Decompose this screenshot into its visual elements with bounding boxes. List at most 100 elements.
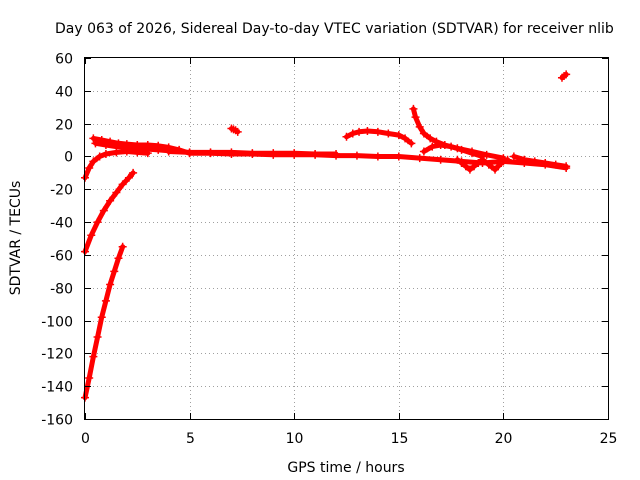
data-point-marker — [428, 142, 437, 151]
x-tick-label: 20 — [495, 431, 513, 447]
data-point-marker — [394, 152, 403, 161]
y-tick-label: -20 — [50, 183, 73, 199]
series-arc-bump-13h — [342, 127, 416, 148]
data-point-marker — [419, 147, 428, 156]
series-arc-mid-recovery — [81, 168, 138, 256]
data-point-marker — [415, 122, 424, 131]
x-axis-title: GPS time / hours — [287, 460, 404, 476]
plot-frame — [84, 57, 609, 420]
y-tick-label: -120 — [41, 347, 73, 363]
data-point-marker — [106, 280, 115, 289]
data-point-marker — [112, 142, 121, 151]
data-point-marker — [436, 155, 445, 164]
data-point-marker — [497, 159, 506, 168]
data-point-marker — [541, 159, 550, 168]
grid-layer — [85, 58, 608, 419]
y-tick-label: -40 — [50, 216, 73, 232]
data-point-marker — [384, 129, 393, 138]
data-point-marker — [503, 155, 512, 164]
y-tick-label: 20 — [55, 118, 73, 134]
data-point-marker — [457, 145, 466, 154]
data-point-marker — [551, 160, 560, 169]
series-arc-hump-17h — [419, 140, 487, 161]
data-point-marker — [101, 296, 110, 305]
data-point-marker — [112, 188, 121, 197]
data-point-marker — [457, 159, 466, 168]
data-point-marker — [352, 151, 361, 160]
data-point-marker — [93, 332, 102, 341]
data-point-marker — [101, 149, 110, 158]
data-point-marker — [509, 152, 518, 161]
x-tick-label: 25 — [600, 431, 618, 447]
data-point-marker — [474, 159, 483, 168]
data-point-marker — [426, 134, 435, 143]
x-tick-label: 0 — [81, 431, 90, 447]
series-arc-cluster-18h — [453, 155, 512, 174]
series-arc-early-low — [81, 147, 152, 182]
data-point-marker — [227, 148, 236, 157]
y-tick-label: -140 — [41, 380, 73, 396]
data-point-marker — [233, 127, 242, 136]
data-point-marker — [89, 352, 98, 361]
series-outlier-23h — [557, 70, 571, 82]
y-axis-title: SDTVAR / TECUs — [8, 181, 24, 296]
data-point-marker — [122, 143, 131, 152]
data-point-marker — [373, 152, 382, 161]
x-tick-label: 15 — [391, 431, 409, 447]
chart-title: Day 063 of 2026, Sidereal Day-to-day VTE… — [55, 21, 614, 37]
y-tick-label: 40 — [55, 85, 73, 101]
data-point-marker — [373, 127, 382, 136]
data-point-marker — [185, 148, 194, 157]
data-point-marker — [332, 149, 341, 158]
data-point-marker — [415, 154, 424, 163]
data-point-marker — [85, 163, 94, 172]
data-point-marker — [407, 139, 416, 148]
y-tick-label: -60 — [50, 249, 73, 265]
data-point-marker — [99, 206, 108, 215]
data-point-marker — [101, 140, 110, 149]
data-point-marker — [91, 139, 100, 148]
data-point-marker — [164, 147, 173, 156]
data-point-marker — [106, 196, 115, 205]
data-point-marker — [311, 149, 320, 158]
data-point-marker — [89, 157, 98, 166]
data-point-marker — [348, 129, 357, 138]
y-tick-label: -100 — [41, 315, 73, 331]
data-point-marker — [206, 148, 215, 157]
data-point-marker — [342, 132, 351, 141]
data-point-marker — [401, 134, 410, 143]
data-layer — [81, 70, 571, 402]
data-point-marker — [453, 155, 462, 164]
data-point-marker — [124, 173, 133, 182]
data-point-marker — [419, 129, 428, 138]
data-point-marker — [530, 157, 539, 166]
tick-layer: 0 5 10 15 20 25 -160 -140 -120 -100 -80 -60 -40 -20 0 2… — [41, 52, 617, 448]
data-point-marker — [470, 162, 479, 171]
x-tick-label: 5 — [186, 431, 195, 447]
data-point-marker — [465, 165, 474, 174]
data-point-marker — [89, 134, 98, 143]
data-point-marker — [133, 144, 142, 153]
x-tick-label: 10 — [286, 431, 304, 447]
data-point-marker — [562, 162, 571, 171]
data-point-marker — [85, 373, 94, 382]
data-point-marker — [491, 165, 500, 174]
data-point-marker — [484, 160, 493, 169]
data-point-marker — [394, 131, 403, 140]
data-point-marker — [436, 140, 445, 149]
data-point-marker — [110, 267, 119, 276]
data-point-marker — [87, 231, 96, 240]
data-point-marker — [129, 168, 138, 177]
data-point-marker — [290, 149, 299, 158]
data-point-marker — [118, 242, 127, 251]
data-point-marker — [93, 218, 102, 227]
series-arc-spike-7h — [227, 124, 242, 136]
series-baseline-upper — [164, 147, 341, 158]
series-arc-steep-recovery — [81, 242, 127, 402]
data-point-marker — [143, 145, 152, 154]
data-point-marker — [461, 162, 470, 171]
y-tick-label: 0 — [64, 150, 73, 166]
y-tick-label: -160 — [41, 413, 73, 429]
data-point-marker — [355, 127, 364, 136]
